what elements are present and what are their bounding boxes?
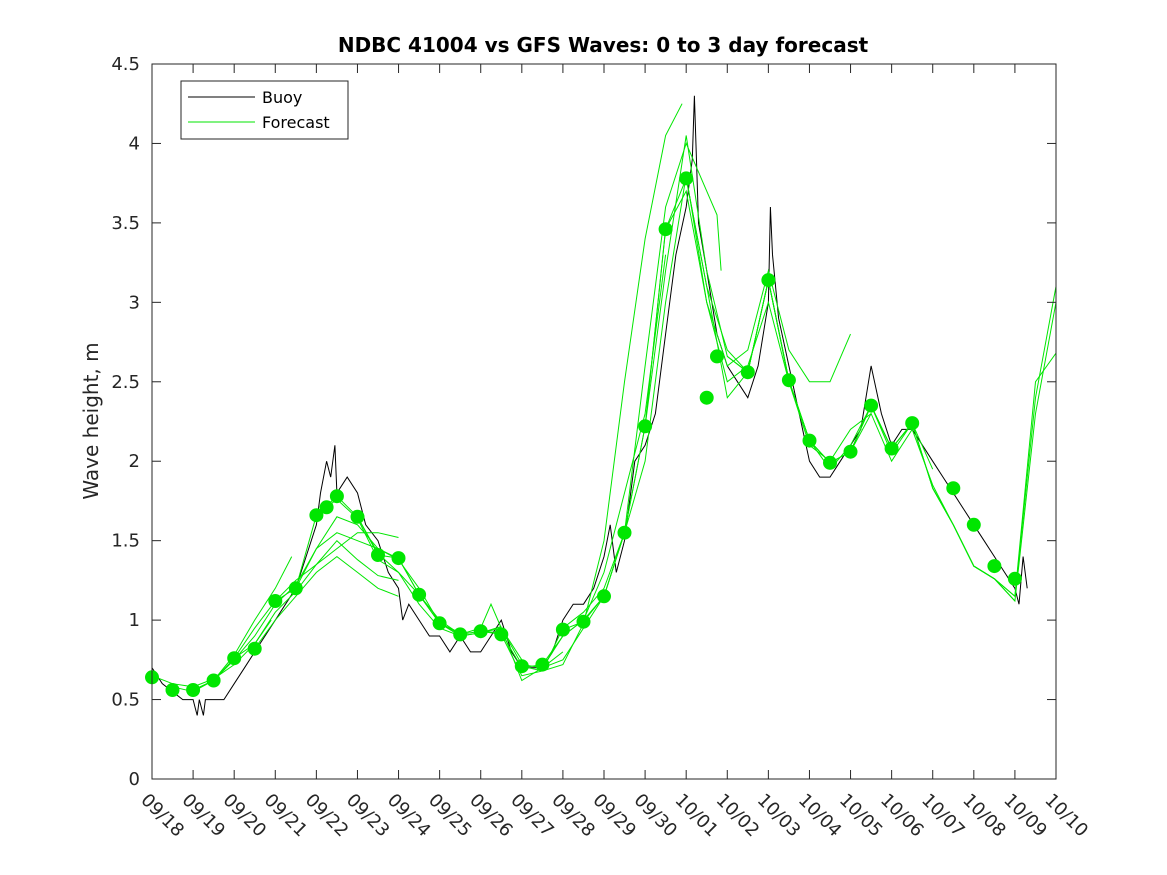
forecast-marker [658, 222, 673, 237]
forecast-marker [309, 508, 324, 523]
forecast-marker [453, 627, 468, 642]
y-tick-label: 2.5 [111, 372, 140, 393]
forecast-marker [288, 581, 303, 596]
y-tick-label: 2 [129, 451, 140, 472]
forecast-marker [206, 673, 221, 688]
forecast-marker [186, 683, 201, 697]
legend-box [180, 80, 349, 140]
y-tick-label: 0 [129, 769, 140, 790]
forecast-marker [597, 589, 611, 604]
forecast-marker [268, 594, 283, 608]
forecast-marker [412, 587, 427, 602]
chart-title: NDBC 41004 vs GFS Waves: 0 to 3 day fore… [338, 33, 869, 57]
forecast-marker [432, 616, 447, 631]
forecast-marker [946, 481, 961, 496]
forecast-line-19 [644, 189, 872, 462]
forecast-marker [391, 551, 406, 566]
legend: Buoy Forecast [180, 80, 349, 140]
forecast-marker [329, 489, 344, 504]
y-tick-label: 4 [129, 133, 140, 154]
forecast-marker [679, 171, 694, 186]
forecast-line-26 [932, 302, 1056, 603]
forecast-marker [843, 444, 858, 459]
forecast-line-14 [521, 103, 683, 672]
forecast-marker [1007, 571, 1022, 586]
forecast-marker [864, 398, 879, 413]
buoy-series-line [152, 95, 1028, 716]
forecast-line-5 [254, 555, 399, 649]
forecast-marker [905, 416, 920, 431]
forecast-line-4 [233, 539, 399, 659]
forecast-marker [802, 433, 817, 448]
forecast-marker [247, 641, 262, 656]
forecast-marker [617, 525, 632, 540]
forecast-line-3 [213, 532, 395, 681]
forecast-marker [319, 500, 334, 515]
forecast-marker [350, 509, 365, 524]
y-tick-label: 1.5 [111, 531, 140, 552]
forecast-marker [710, 349, 724, 364]
forecast-marker [740, 365, 755, 380]
forecast-marker [987, 559, 1002, 574]
forecast-marker [371, 548, 385, 562]
forecast-line-18 [624, 175, 851, 533]
forecast-marker [535, 657, 550, 672]
y-axis-label: Wave height, m [79, 342, 103, 499]
plot-area [145, 95, 1056, 716]
forecast-marker [638, 419, 653, 434]
forecast-marker [514, 659, 529, 674]
forecast-marker [473, 624, 488, 639]
forecast-marker [555, 622, 570, 637]
forecast-marker [884, 441, 899, 456]
forecast-marker [781, 373, 796, 388]
y-tick-label: 3.5 [111, 213, 140, 234]
legend-buoy-label: Buoy [262, 88, 302, 107]
legend-forecast-label: Forecast [262, 113, 330, 132]
y-tick-label: 3 [129, 292, 140, 313]
forecast-marker [761, 273, 776, 288]
forecast-line-6 [275, 516, 441, 624]
y-tick-label: 1 [129, 610, 140, 631]
y-tick-label: 4.5 [111, 54, 140, 75]
forecast-marker [165, 683, 180, 697]
y-tick-label: 0.5 [111, 690, 140, 711]
forecast-marker [227, 651, 242, 666]
forecast-marker [699, 390, 714, 405]
forecast-marker [576, 614, 591, 629]
forecast-marker [494, 627, 509, 642]
forecast-marker [966, 517, 981, 532]
forecast-line-15 [542, 141, 722, 669]
forecast-marker [823, 455, 837, 470]
forecast-line-9 [357, 516, 523, 661]
